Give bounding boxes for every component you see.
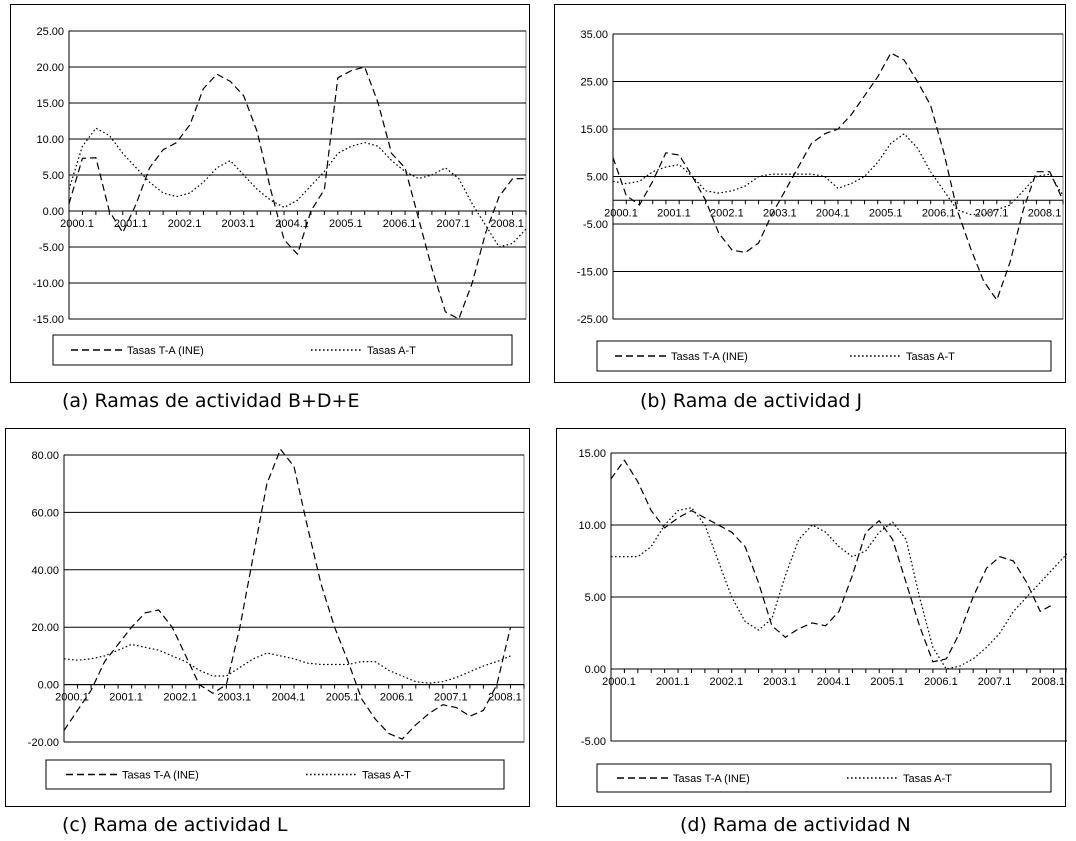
y-tick-label: -15.00 — [577, 267, 608, 279]
chart-b: 35.00 25.00 15.00 5.00 -5.00 -15.00 -25.00 2000… — [554, 4, 1066, 383]
chart-d-svg: 15.00 10.00 5.00 0.00 -5.00 2000.1 2001.1 2002.… — [578, 448, 1067, 793]
x-tick-label: 2000.1 — [604, 207, 638, 219]
x-tick-label: 2002.1 — [168, 218, 202, 230]
legend-label-dash: Tasas T-A (INE) — [127, 345, 204, 357]
chart-a: 25.00 20.00 15.00 10.00 5.00 0.00 -5.00 -10.00 -… — [10, 4, 530, 383]
series-line-tasas-t-a — [63, 448, 512, 740]
series-line-tasas-t-a — [612, 52, 1064, 301]
x-tick-label: 2003.1 — [218, 692, 252, 704]
legend-label-dot: Tasas A-T — [906, 351, 955, 363]
x-tick-label: 2004.1 — [275, 218, 309, 230]
y-tick-label: 20.00 — [31, 622, 59, 634]
x-tick-label: 2004.1 — [816, 207, 850, 219]
y-tick-label: -5.00 — [583, 219, 608, 231]
legend-box — [596, 340, 1052, 372]
chart-c-caption: (c) Rama de actividad L — [62, 814, 288, 836]
y-tick-label: 60.00 — [31, 507, 59, 519]
x-tick-label: 2006.1 — [380, 692, 414, 704]
x-tick-label: 2006.1 — [924, 676, 958, 688]
chart-b-svg: 35.00 25.00 15.00 5.00 -5.00 -15.00 -25.00 2000… — [577, 29, 1064, 372]
y-tick-label: -25.00 — [577, 314, 608, 326]
y-tick-label: -5.00 — [39, 242, 64, 254]
y-tick-label: 25.00 — [36, 26, 64, 38]
x-tick-label: 2003.1 — [763, 676, 797, 688]
x-tick-label: 2007.1 — [978, 676, 1012, 688]
legend-label-dot: Tasas A-T — [903, 773, 952, 785]
x-tick-label: 2007.1 — [975, 207, 1009, 219]
x-tick-label: 2001.1 — [657, 207, 691, 219]
x-tick-label: 2000.1 — [60, 218, 94, 230]
x-tick-label: 2006.1 — [922, 207, 956, 219]
x-tick-label: 2003.1 — [221, 218, 255, 230]
x-tick-label: 2005.1 — [869, 207, 903, 219]
y-tick-label: 20.00 — [36, 62, 64, 74]
x-tick-label: 2004.1 — [817, 676, 851, 688]
y-tick-label: 0.00 — [585, 664, 606, 676]
legend-label-dash: Tasas T-A (INE) — [673, 773, 750, 785]
x-tick-label: 2001.1 — [109, 692, 143, 704]
legend-label-dot: Tasas A-T — [367, 345, 416, 357]
series-line-tasas-a-t — [68, 127, 527, 248]
x-tick-label: 2002.1 — [709, 676, 743, 688]
chart-c-svg: 80.00 60.00 40.00 20.00 0.00 -20.00 2000.1 2001… — [28, 448, 525, 790]
chart-a-caption: (a) Ramas de actividad B+D+E — [62, 390, 360, 412]
x-tick-label: 2000.1 — [602, 676, 636, 688]
chart-d-caption: (d) Rama de actividad N — [680, 814, 911, 836]
y-tick-label: 25.00 — [580, 77, 608, 89]
series-line-tasas-a-t — [63, 643, 511, 684]
y-tick-label: -10.00 — [33, 278, 64, 290]
series-line-tasas-t-a — [610, 459, 1054, 663]
x-tick-label: 2003.1 — [763, 207, 797, 219]
x-tick-label: 2008.1 — [1031, 676, 1065, 688]
x-tick-label: 2006.1 — [383, 218, 417, 230]
y-tick-label: -5.00 — [581, 736, 606, 748]
legend-label-dash: Tasas T-A (INE) — [671, 351, 748, 363]
legend-label-dash: Tasas T-A (INE) — [122, 770, 199, 782]
chart-d: 15.00 10.00 5.00 0.00 -5.00 2000.1 2001.1 2002.… — [556, 428, 1067, 807]
y-tick-label: 10.00 — [36, 134, 64, 146]
y-tick-label: 15.00 — [580, 124, 608, 136]
y-tick-label: 0.00 — [38, 680, 59, 692]
chart-b-caption: (b) Rama de actividad J — [640, 390, 863, 412]
x-tick-label: 2000.1 — [55, 692, 89, 704]
chart-a-svg: 25.00 20.00 15.00 10.00 5.00 0.00 -5.00 -10.00 -… — [33, 26, 527, 366]
y-tick-label: -15.00 — [33, 314, 64, 326]
y-tick-label: -20.00 — [28, 737, 59, 749]
x-tick-label: 2002.1 — [710, 207, 744, 219]
y-tick-label: 35.00 — [580, 29, 608, 41]
x-tick-label: 2008.1 — [488, 692, 522, 704]
x-tick-label: 2005.1 — [870, 676, 904, 688]
x-tick-label: 2008.1 — [490, 218, 524, 230]
x-tick-label: 2008.1 — [1028, 207, 1062, 219]
x-tick-label: 2007.1 — [437, 218, 471, 230]
legend-label-dot: Tasas A-T — [362, 770, 411, 782]
chart-c: 80.00 60.00 40.00 20.00 0.00 -20.00 2000.1 2001… — [5, 428, 530, 807]
legend-box — [52, 334, 513, 366]
y-tick-label: 15.00 — [36, 98, 64, 110]
y-tick-label: 40.00 — [31, 565, 59, 577]
x-tick-label: 2001.1 — [656, 676, 690, 688]
series-line-tasas-t-a — [68, 66, 526, 320]
x-tick-label: 2002.1 — [163, 692, 197, 704]
series-line-tasas-a-t — [611, 507, 1067, 670]
y-tick-label: 0.00 — [43, 206, 64, 218]
y-tick-label: 5.00 — [585, 592, 606, 604]
legend-box — [596, 763, 1052, 793]
legend-box — [45, 759, 505, 790]
y-tick-label: 80.00 — [31, 450, 59, 462]
y-tick-label: 5.00 — [587, 172, 608, 184]
x-tick-label: 2005.1 — [326, 692, 360, 704]
x-tick-label: 2001.1 — [114, 218, 148, 230]
x-tick-label: 2004.1 — [272, 692, 306, 704]
x-tick-label: 2007.1 — [434, 692, 468, 704]
y-tick-label: 10.00 — [578, 520, 606, 532]
y-tick-label: 5.00 — [43, 170, 64, 182]
y-tick-label: 15.00 — [578, 448, 606, 460]
x-tick-label: 2005.1 — [329, 218, 363, 230]
